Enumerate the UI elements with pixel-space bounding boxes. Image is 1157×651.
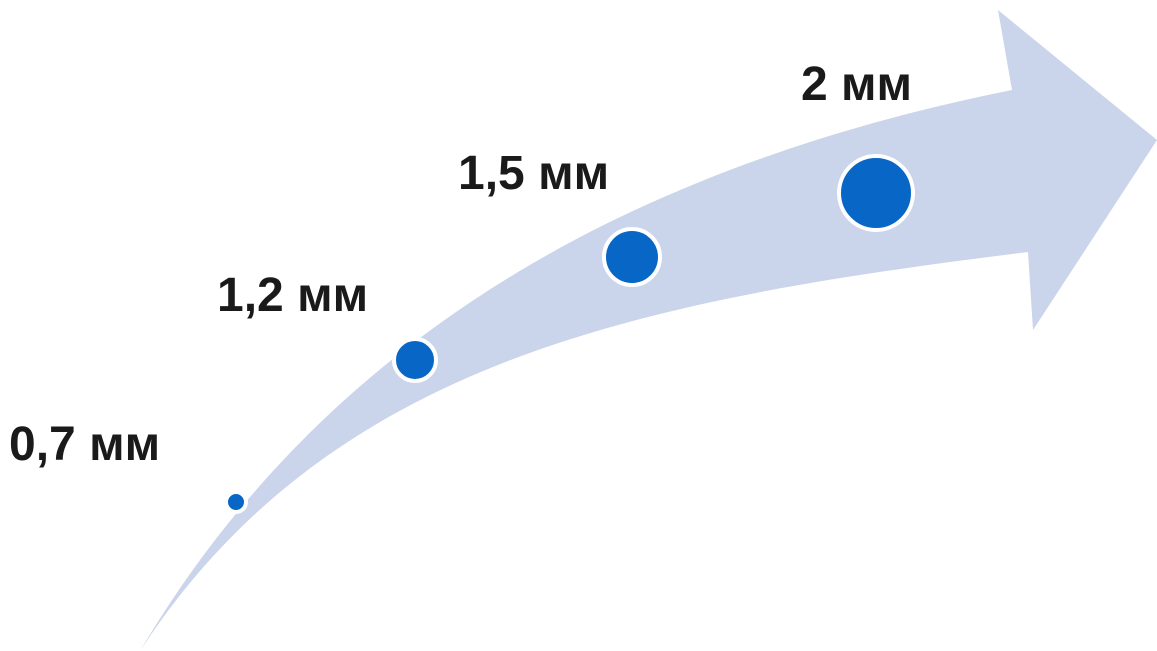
step-label-2mm: 2 мм <box>801 58 913 111</box>
step-label-1-2mm: 1,2 мм <box>217 269 369 322</box>
step-dot-0-7mm <box>224 490 248 514</box>
curved-arrow <box>140 10 1157 651</box>
step-label-0-7mm: 0,7 мм <box>9 418 161 471</box>
step-dot-2mm <box>837 154 915 232</box>
step-dot-1-2mm <box>392 337 438 383</box>
step-dot-1-5mm <box>602 227 662 287</box>
step-label-1-5mm: 1,5 мм <box>458 147 610 200</box>
